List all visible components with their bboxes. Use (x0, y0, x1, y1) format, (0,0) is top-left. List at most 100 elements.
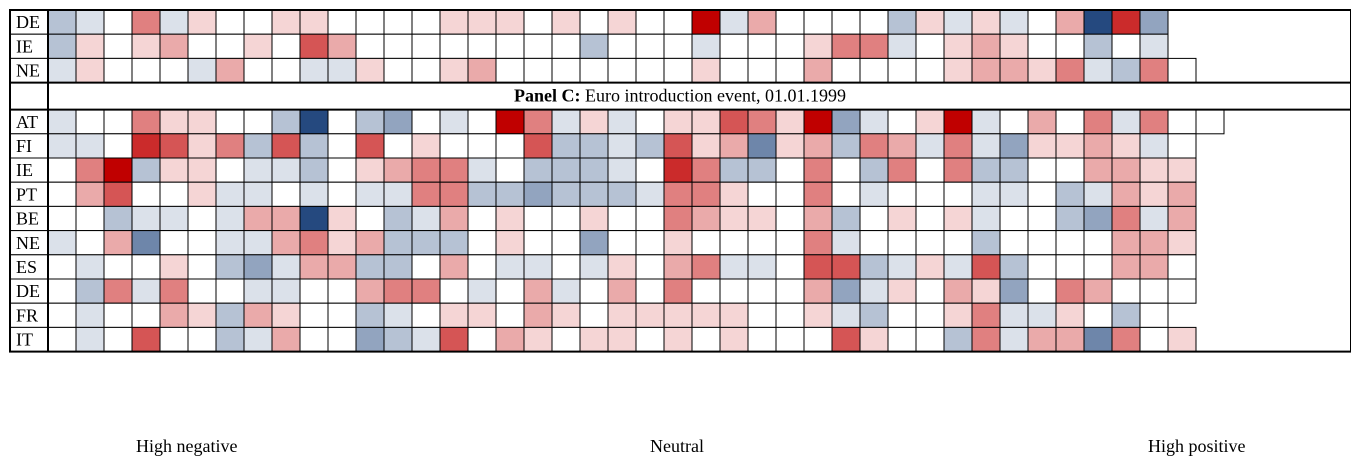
heatmap-cell (523, 33, 553, 59)
heatmap-cell (271, 133, 301, 159)
heatmap-cell (47, 133, 77, 159)
heatmap-cell (383, 157, 413, 183)
heatmap-cell (523, 57, 553, 84)
heatmap-cell (1055, 133, 1085, 159)
row-label: IE (16, 160, 33, 180)
heatmap-cell (75, 109, 105, 135)
heatmap-cell (999, 254, 1029, 280)
row-label: NE (16, 233, 40, 253)
heatmap-cell (971, 278, 1001, 304)
heatmap-cell (103, 181, 133, 207)
heatmap-cell (803, 133, 833, 159)
heatmap-cell (299, 157, 329, 183)
heatmap-cell (1083, 181, 1113, 207)
heatmap-cell (691, 302, 721, 328)
heatmap-cell (1195, 109, 1225, 135)
heatmap-cell (579, 57, 609, 84)
heatmap-cell (887, 326, 917, 353)
heatmap-cell (803, 9, 833, 35)
heatmap-cell (747, 109, 777, 135)
heatmap-cell (1139, 133, 1169, 159)
heatmap-cell (551, 181, 581, 207)
heatmap-cell (579, 254, 609, 280)
heatmap-cell (1055, 205, 1085, 232)
heatmap-cell (971, 230, 1001, 256)
heatmap-cell (243, 109, 273, 135)
heatmap-cell (131, 157, 161, 183)
row-label: FI (16, 136, 32, 156)
heatmap-cell (383, 302, 413, 328)
heatmap-cell (663, 57, 693, 84)
heatmap-row: DE (9, 9, 1169, 35)
heatmap-cell (999, 278, 1029, 304)
heatmap-cell (1083, 326, 1113, 353)
heatmap-cell (831, 205, 861, 232)
heatmap-cell (1111, 205, 1141, 232)
heatmap-cell (355, 157, 385, 183)
heatmap-cell (859, 57, 889, 84)
heatmap-cell (411, 278, 441, 304)
heatmap-cell (439, 181, 469, 207)
heatmap-cell (243, 33, 273, 59)
heatmap-cell (915, 230, 945, 256)
heatmap-cell (943, 254, 973, 280)
heatmap-cell (887, 181, 917, 207)
heatmap-cell (635, 157, 665, 183)
heatmap-cell (1167, 254, 1197, 280)
heatmap-cell (383, 205, 413, 232)
heatmap-cell (327, 181, 357, 207)
heatmap-cell (439, 57, 469, 84)
heatmap-cell (75, 302, 105, 328)
heatmap-cell (271, 109, 301, 135)
heatmap-cell (327, 230, 357, 256)
heatmap-cell (943, 302, 973, 328)
heatmap-cell (271, 230, 301, 256)
heatmap-cell (719, 230, 749, 256)
heatmap-cell (831, 254, 861, 280)
heatmap-cell (999, 181, 1029, 207)
heatmap-cell (1055, 302, 1085, 328)
heatmap-cell (103, 254, 133, 280)
heatmap-cell (523, 205, 553, 232)
heatmap-cell (915, 254, 945, 280)
heatmap-cell (103, 278, 133, 304)
heatmap-cell (243, 326, 273, 353)
heatmap-cell (1111, 133, 1141, 159)
heatmap-cell (971, 205, 1001, 232)
heatmap-cell (467, 181, 497, 207)
heatmap-cell (383, 109, 413, 135)
heatmap-cell (859, 326, 889, 353)
heatmap-cell (1083, 230, 1113, 256)
heatmap-cell (327, 133, 357, 159)
heatmap-cell (915, 9, 945, 35)
heatmap-cell (663, 230, 693, 256)
heatmap-cell (75, 254, 105, 280)
heatmap-cell (439, 157, 469, 183)
heatmap-cell (887, 302, 917, 328)
heatmap-cell (1139, 57, 1169, 84)
panel-title-rest: Euro introduction event, 01.01.1999 (581, 86, 846, 106)
heatmap-cell (747, 9, 777, 35)
heatmap-cell (607, 57, 637, 84)
heatmap-cell (243, 230, 273, 256)
heatmap-cell (691, 254, 721, 280)
heatmap-cell (411, 205, 441, 232)
heatmap-cell (1111, 9, 1141, 35)
heatmap-cell (467, 157, 497, 183)
heatmap-cell (215, 230, 245, 256)
heatmap-cell (663, 109, 693, 135)
heatmap-cell (635, 181, 665, 207)
heatmap-cell (271, 157, 301, 183)
heatmap-row: FR (9, 302, 1169, 328)
heatmap-cell (355, 57, 385, 84)
row-label-cell (9, 302, 49, 328)
heatmap-cell (663, 133, 693, 159)
heatmap-cell (859, 157, 889, 183)
heatmap-cell (635, 9, 665, 35)
heatmap-cell (831, 33, 861, 59)
heatmap-cell (1083, 157, 1113, 183)
heatmap-cell (579, 9, 609, 35)
heatmap-cell (579, 109, 609, 135)
heatmap-cell (75, 230, 105, 256)
heatmap-cell (103, 57, 133, 84)
